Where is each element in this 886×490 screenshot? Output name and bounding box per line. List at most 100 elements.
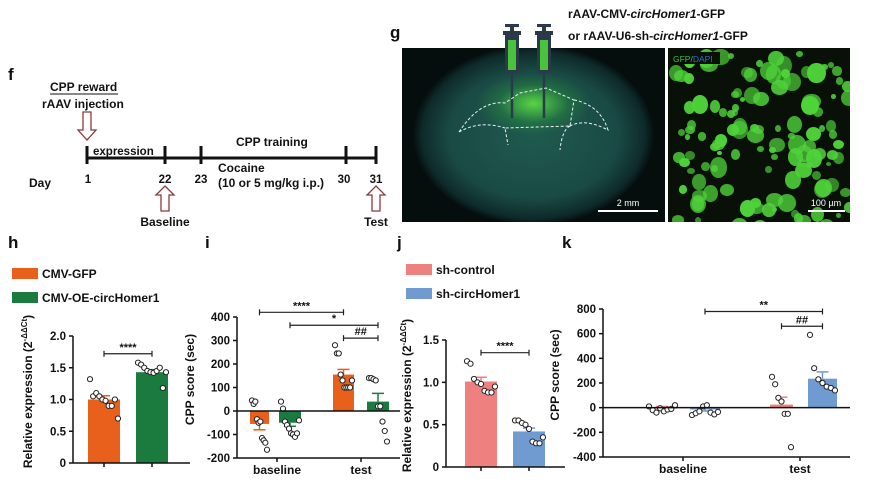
stain-label: GFP/DAPI [673, 54, 713, 64]
x-tick-label: test [350, 463, 371, 477]
cell-blob [828, 62, 835, 68]
significance-label: * [332, 313, 337, 325]
region-outline [458, 87, 609, 151]
cell-blob [714, 134, 728, 147]
data-point [277, 398, 285, 405]
cell-blob [726, 110, 735, 118]
legend-swatch [406, 264, 432, 275]
data-point [156, 364, 163, 371]
y-tick-label: 1.0 [50, 395, 66, 407]
bar [333, 374, 354, 411]
cell-blob [730, 91, 740, 99]
cell-blob [717, 150, 723, 156]
data-point [381, 427, 388, 435]
cell-blob [818, 219, 835, 222]
data-point [111, 396, 118, 403]
cell-blob [844, 202, 850, 213]
data-point [815, 376, 822, 383]
chart-h: CMV-GFP CMV-OE-circHomer1 0 0.5 1.0 1.5 2.0 Rel… [12, 267, 190, 470]
data-point [262, 439, 269, 446]
virus-label-knockdown: or rAAV-U6-sh-circHomer1-GFP [568, 29, 748, 43]
data-point [536, 440, 543, 447]
cell-blob [780, 68, 791, 78]
data-point [379, 418, 386, 425]
chart-k: -400 -200 0 200 400 600 800 CPP score (sec) base… [548, 299, 850, 476]
significance-label: ## [796, 314, 808, 326]
legend-label: sh-control [436, 263, 495, 277]
baseline-label: Baseline [140, 215, 190, 229]
data-point [335, 350, 342, 357]
cell-blob [840, 187, 850, 197]
cell-blob [677, 128, 685, 136]
cell-blob [684, 101, 696, 115]
data-point [159, 384, 166, 392]
dose-label: (10 or 5 mg/kg i.p.) [218, 176, 324, 190]
data-point [491, 383, 499, 390]
chart-i: -200 -100 0 100 200 300 400 CPP score (sec) base… [183, 300, 400, 477]
y-tick-label: 200 [577, 378, 596, 390]
cell-blob [753, 124, 764, 134]
cell-blob [794, 213, 804, 222]
cell-blob [683, 72, 695, 84]
significance-label: **** [119, 342, 137, 354]
data-point [525, 425, 533, 432]
cell-blob [831, 94, 837, 99]
y-tick-label: 300 [211, 336, 230, 348]
data-point [768, 373, 776, 380]
cell-blob [774, 124, 781, 133]
y-tick-label: 200 [211, 359, 230, 371]
syringe-icon [503, 24, 521, 118]
legend-swatch [12, 292, 38, 303]
cell-blob [786, 116, 803, 134]
cell-blob [728, 52, 734, 59]
data-point [252, 398, 259, 405]
panel-letter-g: g [390, 23, 400, 42]
cell-blob [826, 150, 839, 161]
panel-letter-h: h [8, 233, 18, 252]
cell-blob [709, 100, 721, 113]
cell-blob [684, 125, 695, 135]
data-point [806, 331, 814, 338]
data-point [784, 410, 791, 417]
day-30: 30 [338, 174, 351, 186]
cell-blob [784, 171, 801, 189]
expression-label: expression [93, 146, 154, 158]
cell-blob [818, 124, 826, 132]
day-1: 1 [85, 174, 92, 186]
test-arrow-icon [365, 185, 387, 212]
stain-gfp: GFP [673, 54, 691, 64]
panel-letter-f: f [8, 65, 14, 84]
cell-blob [718, 108, 727, 118]
data-point [831, 387, 839, 394]
cell-blob [841, 80, 850, 92]
cell-blob [828, 129, 838, 139]
cell-blob [796, 50, 804, 57]
x-tick-label: baseline [253, 463, 301, 477]
cell-blob [694, 217, 701, 222]
day-31: 31 [370, 174, 383, 186]
cell-blob [755, 59, 763, 67]
cell-blob [732, 108, 739, 117]
y-tick-label: -200 [573, 427, 596, 439]
cell-blob [835, 213, 841, 218]
data-point [467, 360, 474, 367]
data-point [653, 409, 660, 416]
data-point [811, 365, 818, 372]
cell-blob [678, 184, 688, 195]
cell-blob [744, 87, 761, 105]
cell-blob [692, 190, 707, 202]
cell-blob [813, 180, 831, 199]
legend-label: sh-circHomer1 [436, 287, 520, 301]
cell-blob [744, 68, 758, 82]
cell-blob [768, 137, 785, 153]
injection-arrow-icon [76, 111, 98, 141]
cell-blob [673, 152, 685, 164]
cell-blob [801, 95, 820, 115]
cell-blob [835, 77, 844, 85]
data-point [696, 408, 703, 415]
cell-blob [811, 171, 821, 181]
significance-label: **** [293, 300, 311, 312]
legend-swatch [406, 288, 432, 299]
y-axis-label: Relative expression (2-ΔΔCt) [399, 319, 414, 472]
data-point [383, 438, 391, 445]
